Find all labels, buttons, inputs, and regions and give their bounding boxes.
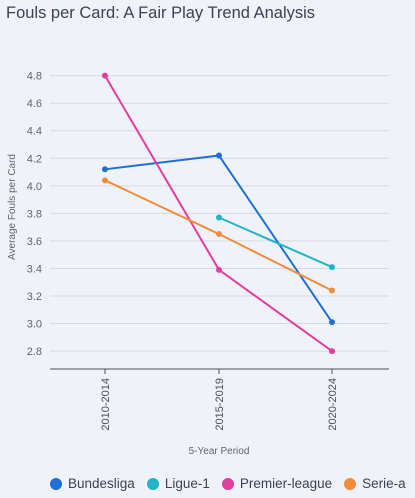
y-tick-label: 3.8 — [27, 208, 42, 220]
x-tick-labels: 2010-2014 2015-2019 2020-2024 — [100, 378, 339, 431]
y-tick-label: 3.6 — [27, 236, 42, 248]
axes — [50, 368, 389, 374]
y-tick-label: 3.2 — [27, 291, 42, 303]
data-point — [216, 231, 222, 238]
legend-label: Serie-a — [362, 476, 406, 491]
legend-swatch — [50, 477, 62, 490]
x-axis-label: 5-Year Period — [189, 446, 250, 457]
data-point — [216, 214, 222, 221]
y-tick-label: 3.4 — [27, 263, 42, 275]
y-tick-label: 4.2 — [27, 153, 42, 165]
y-tick-label: 4.4 — [27, 126, 42, 138]
data-point — [329, 348, 335, 355]
series-ligue-1 — [216, 214, 335, 271]
legend-item[interactable]: Bundesliga — [50, 476, 135, 491]
gridlines — [50, 75, 389, 352]
data-point — [329, 287, 335, 294]
data-point — [102, 166, 108, 173]
series-line — [104, 154, 333, 323]
x-tick-label: 2015-2019 — [214, 378, 226, 431]
data-point — [216, 266, 222, 273]
series-lines — [102, 72, 335, 355]
y-tick-label: 3.0 — [27, 319, 42, 331]
series-bundesliga — [102, 152, 335, 326]
y-tick-labels: 2.8 3.0 3.2 3.4 3.6 3.8 4.0 4.2 4.4 4.6 4.8 — [27, 71, 42, 358]
series-premier-league — [102, 72, 335, 355]
legend-label: Ligue-1 — [164, 476, 210, 491]
data-point — [216, 152, 222, 159]
legend-swatch — [344, 477, 357, 490]
legend-swatch — [221, 477, 234, 490]
legend-item[interactable]: Premier-league — [221, 476, 333, 491]
series-serie-a — [102, 177, 335, 294]
legend: Bundesliga Ligue-1 Premier-league Serie-a — [50, 476, 415, 491]
y-tick-label: 4.6 — [27, 98, 42, 110]
data-point — [102, 72, 108, 79]
y-tick-label: 2.8 — [27, 346, 42, 358]
y-axis-label: Average Fouls per Card — [7, 154, 18, 260]
data-point — [102, 177, 108, 184]
series-line — [218, 216, 333, 269]
legend-item[interactable]: Ligue-1 — [146, 476, 210, 491]
x-tick-label: 2020-2024 — [327, 378, 339, 431]
line-chart: 2.8 3.0 3.2 3.4 3.6 3.8 4.0 4.2 4.4 4.6 4.8 2010-2… — [7, 71, 389, 457]
legend-swatch — [146, 477, 159, 490]
y-tick-label: 4.0 — [27, 181, 42, 193]
data-point — [329, 319, 335, 326]
x-tick-label: 2010-2014 — [100, 378, 112, 431]
legend-label: Premier-league — [239, 476, 333, 491]
legend-item[interactable]: Serie-a — [344, 476, 406, 491]
y-tick-label: 4.8 — [27, 71, 42, 83]
data-point — [329, 264, 335, 271]
chart-title: Fouls per Card: A Fair Play Trend Analys… — [6, 4, 316, 22]
legend-label: Bundesliga — [68, 476, 135, 491]
